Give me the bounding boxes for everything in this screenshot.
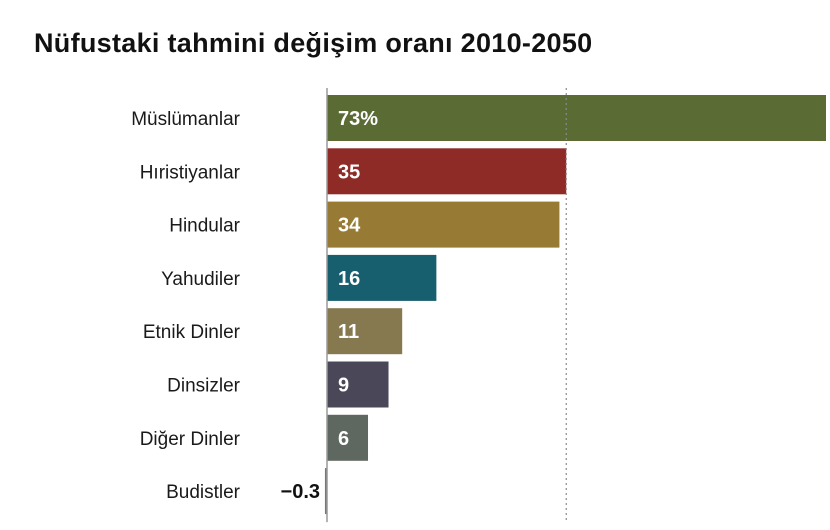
category-label: Etnik Dinler <box>143 322 241 343</box>
value-label: 9 <box>338 375 349 397</box>
value-label: −0.3 <box>281 481 320 503</box>
bar-2 <box>327 148 567 195</box>
bar-7 <box>327 414 369 461</box>
value-label: 73% <box>338 108 378 130</box>
value-label: 35 <box>338 161 360 183</box>
bar-3 <box>327 201 560 248</box>
category-label: Müslümanlar <box>131 109 240 130</box>
category-label: Budistler <box>166 482 241 503</box>
value-label: 11 <box>338 321 359 343</box>
category-label: Yahudiler <box>161 269 241 290</box>
category-label: Hindular <box>169 216 240 237</box>
value-label: 34 <box>338 215 361 237</box>
value-label: 6 <box>338 428 349 450</box>
category-label: Hıristiyanlar <box>140 162 241 183</box>
value-label: 16 <box>338 268 360 290</box>
bar-1 <box>327 95 826 141</box>
chart-title: Nüfustaki tahmini değişim oranı 2010-205… <box>34 28 593 58</box>
category-label: Dinsizler <box>167 376 241 397</box>
category-label: Diğer Dinler <box>140 429 241 450</box>
bar-8 <box>324 468 327 515</box>
bar-5 <box>327 308 403 355</box>
bar-4 <box>327 254 437 301</box>
bar-6 <box>327 361 389 408</box>
